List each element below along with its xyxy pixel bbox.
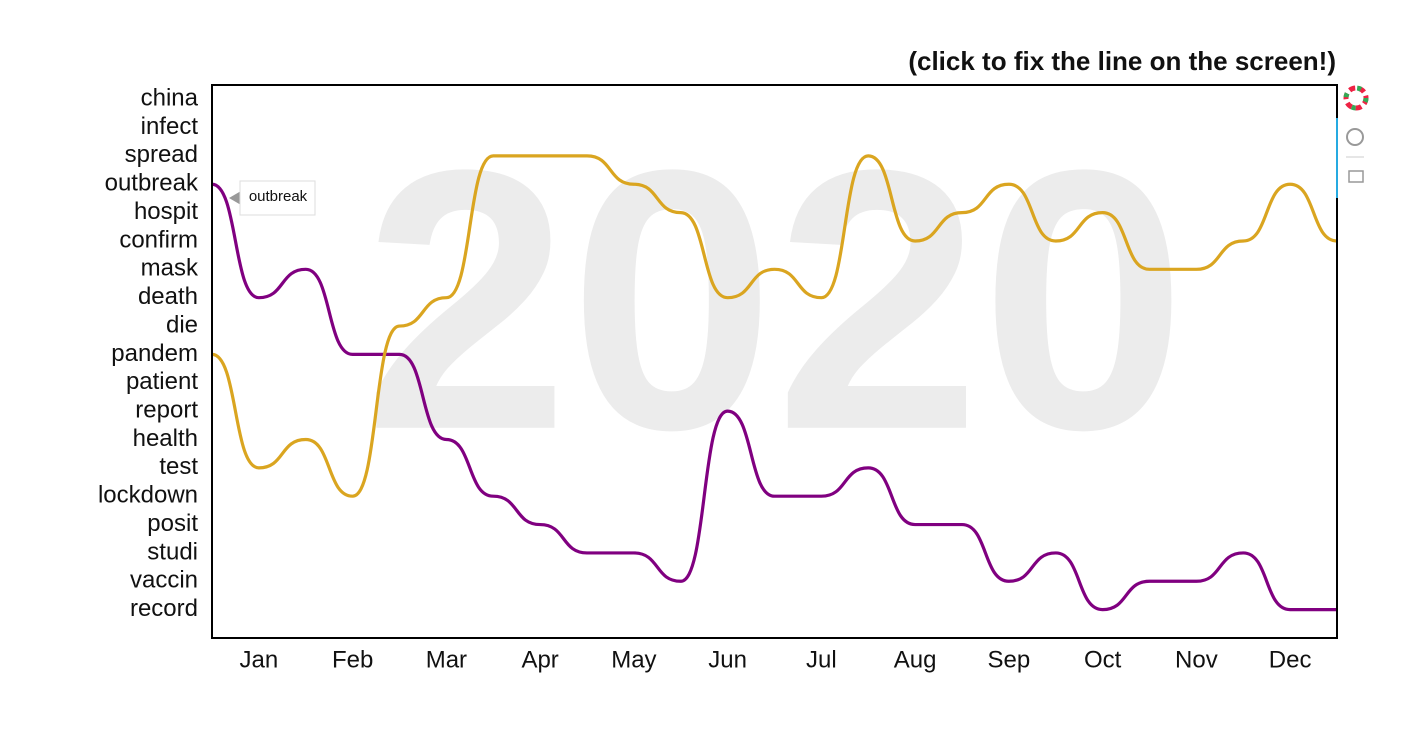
plot-frame <box>211 84 1338 639</box>
x-tick-label: Sep <box>988 646 1031 673</box>
y-tick-label: confirm <box>119 226 198 253</box>
series-line <box>211 182 1337 612</box>
tooltip-text: outbreak <box>249 188 308 205</box>
chart-title: (click to fix the line on the screen!) <box>908 46 1336 76</box>
x-tick-label: May <box>611 646 656 673</box>
y-tick-label: hospit <box>134 198 198 225</box>
series-line <box>211 154 1338 498</box>
y-tick-label: mask <box>141 255 199 282</box>
y-tick-label: vaccin <box>130 567 198 594</box>
y-tick-label: infect <box>141 113 199 140</box>
tooltip-arrow <box>229 191 241 205</box>
tooltip-box <box>239 180 316 216</box>
x-tick-label: Oct <box>1084 646 1122 673</box>
tooltip: outbreak <box>229 180 316 216</box>
x-tick-label: Mar <box>426 646 467 673</box>
logo[interactable] <box>1343 85 1369 111</box>
y-tick-label: outbreak <box>105 170 199 197</box>
lines <box>211 154 1338 612</box>
y-tick-label: posit <box>147 510 198 537</box>
y-tick-label: spread <box>125 141 198 168</box>
x-tick-label: Apr <box>521 646 558 673</box>
y-tick-label: die <box>166 311 198 338</box>
y-tick-label: death <box>138 283 198 310</box>
y-tick-label: lockdown <box>98 482 198 509</box>
y-tick-label: health <box>133 425 198 452</box>
tap-tool[interactable] <box>1348 170 1364 183</box>
y-tick-label: test <box>159 453 198 480</box>
hover-tool[interactable] <box>1346 128 1364 146</box>
x-tick-label: Dec <box>1269 646 1312 673</box>
x-tick-label: Jun <box>708 646 747 673</box>
x-tick-label: Feb <box>332 646 373 673</box>
y-tick-label: patient <box>126 368 198 395</box>
y-tick-label: studi <box>147 538 198 565</box>
x-tick-label: Nov <box>1175 646 1218 673</box>
y-tick-label: record <box>130 595 198 622</box>
y-tick-label: pandem <box>111 340 198 367</box>
toolbar[interactable] <box>1336 85 1369 198</box>
y-tick-label: report <box>135 396 198 423</box>
watermark: 2020 <box>363 94 1186 507</box>
x-tick-label: Jan <box>240 646 279 673</box>
x-tick-label: Jul <box>806 646 837 673</box>
x-tick-label: Aug <box>894 646 937 673</box>
y-tick-label: china <box>141 85 199 112</box>
logo-accent <box>1343 85 1369 111</box>
